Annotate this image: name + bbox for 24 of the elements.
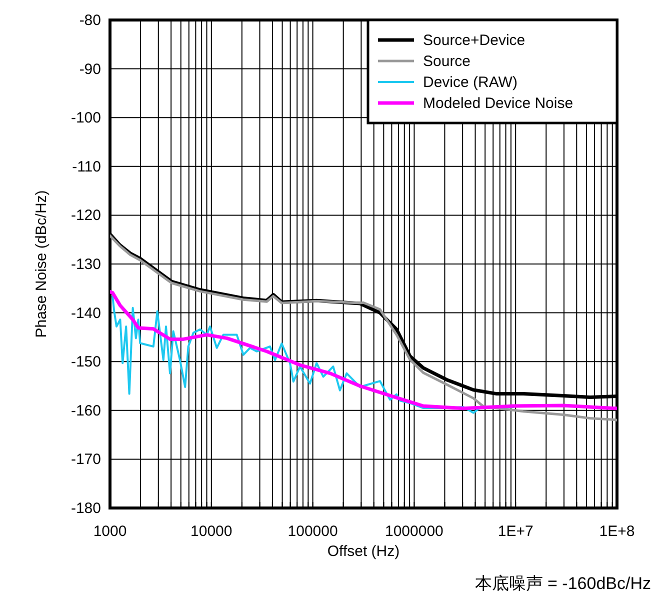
y-tick-label: -140 (70, 304, 101, 322)
x-tick-label: 100000 (288, 523, 338, 540)
y-tick-label: -110 (72, 158, 101, 176)
x-tick-label: 1000 (93, 523, 127, 540)
legend-label: Source+Device (423, 32, 526, 49)
legend-label: Source (423, 53, 471, 70)
x-tick-label: 1000000 (384, 523, 444, 540)
y-tick-label: -160 (70, 402, 101, 420)
y-tick-label: -120 (70, 207, 101, 224)
x-axis-title: Offset (Hz) (327, 543, 400, 560)
legend-label: Device (RAW) (423, 74, 518, 91)
y-tick-label: -80 (79, 12, 101, 29)
text: 本底噪声 = -160dBc/Hz (474, 574, 651, 593)
x-tick-label: 10000 (190, 523, 232, 540)
x-tick-label: 1E+8 (599, 523, 635, 540)
legend-label: Modeled Device Noise (423, 95, 574, 112)
y-tick-label: -170 (70, 451, 101, 468)
y-tick-label: -100 (70, 110, 101, 127)
x-tick-label: 1E+7 (498, 523, 534, 540)
y-tick-label: -180 (70, 500, 101, 517)
y-tick-label: -90 (79, 60, 101, 78)
y-tick-label: -150 (70, 354, 101, 371)
y-axis-title: Phase Noise (dBc/Hz) (33, 190, 50, 338)
y-tick-label: -130 (70, 256, 101, 273)
